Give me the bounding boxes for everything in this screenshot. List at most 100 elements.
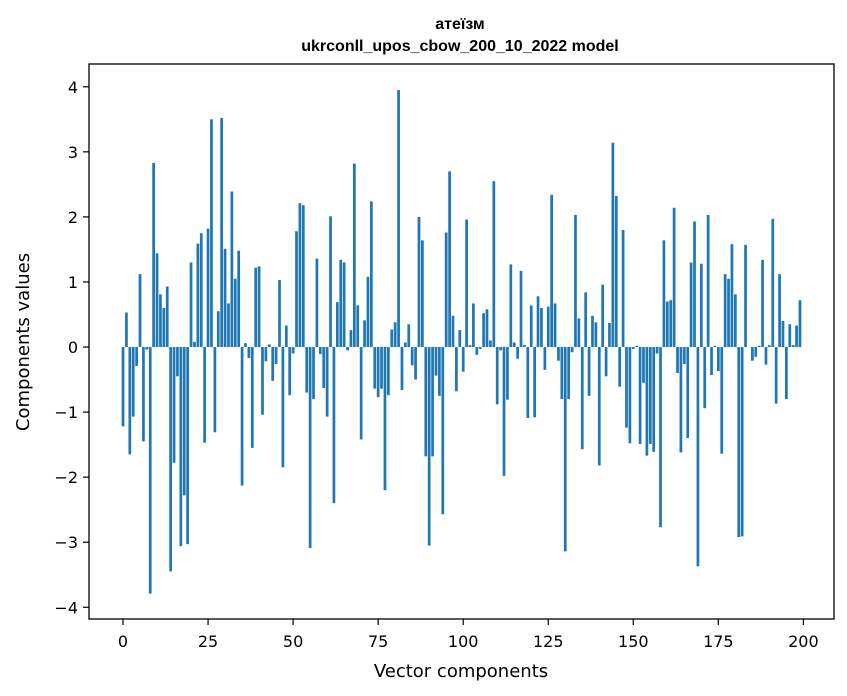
bar (689, 262, 693, 348)
bar (659, 347, 662, 528)
bar (254, 267, 258, 348)
bar (329, 216, 332, 348)
bar (540, 307, 543, 348)
bar (359, 347, 363, 440)
bar (230, 191, 234, 348)
bar (519, 270, 523, 348)
bar (642, 347, 645, 383)
bar (434, 347, 438, 376)
bar (618, 347, 622, 387)
bar (203, 347, 207, 443)
bar (655, 347, 659, 354)
bar (145, 347, 149, 350)
bar (264, 347, 268, 362)
x-tick-label: 175 (703, 632, 734, 651)
bar (754, 347, 758, 357)
bar (621, 229, 625, 348)
bar (295, 231, 298, 348)
bar (257, 266, 261, 348)
bar (737, 347, 741, 538)
bar (744, 244, 747, 348)
bar (533, 347, 536, 418)
bar (768, 345, 771, 348)
bar (220, 118, 224, 348)
bar (342, 262, 346, 348)
bar (761, 259, 764, 348)
bar (591, 315, 594, 348)
y-tick-label: 3 (68, 143, 78, 162)
bar (771, 218, 775, 348)
bar (298, 203, 302, 348)
bar (366, 276, 370, 348)
bar (635, 345, 639, 348)
bar (550, 194, 554, 348)
bar (676, 347, 679, 374)
bar (237, 250, 241, 348)
bar (162, 307, 166, 348)
bar (713, 345, 717, 348)
bar (601, 284, 605, 348)
bar (608, 322, 611, 348)
bar (506, 347, 509, 400)
bar (176, 347, 179, 377)
bar (638, 347, 642, 444)
bar (240, 347, 244, 486)
bar (468, 345, 472, 348)
bar (631, 347, 635, 349)
bar (478, 347, 482, 349)
bar (223, 248, 227, 348)
bar (798, 300, 802, 348)
bar (693, 221, 696, 348)
bar (502, 347, 506, 476)
bar (791, 345, 795, 348)
bar (349, 330, 353, 348)
bar (172, 347, 176, 463)
bar (509, 264, 513, 348)
bar (369, 201, 373, 348)
y-tick-label: 0 (68, 338, 78, 357)
bar (448, 171, 451, 348)
bar (788, 324, 792, 348)
bar (723, 274, 727, 348)
bar (278, 280, 281, 348)
bar (465, 219, 468, 348)
bar (380, 347, 383, 389)
y-tick-label: −2 (54, 468, 78, 487)
bar (774, 347, 778, 404)
bar (271, 347, 275, 381)
bar (526, 347, 530, 418)
bar (672, 207, 676, 348)
bar (543, 347, 547, 370)
bar (628, 347, 632, 444)
bar (733, 294, 737, 348)
bar (427, 347, 431, 546)
bar (757, 345, 761, 348)
bar (625, 347, 628, 428)
bar (557, 347, 560, 361)
bar (614, 196, 618, 348)
bar (131, 347, 135, 417)
bar (662, 240, 666, 348)
bar (390, 329, 394, 348)
bar (312, 347, 315, 400)
bar (291, 347, 295, 354)
bar (682, 347, 686, 364)
bar (580, 347, 584, 450)
bar (417, 216, 421, 348)
chart-title-line2: ukrconll_upos_cbow_200_10_2022 model (301, 38, 618, 55)
bar (720, 347, 724, 454)
bar (461, 347, 465, 372)
bar (597, 347, 601, 466)
bar (210, 119, 213, 348)
bar (492, 181, 496, 348)
bar (414, 347, 417, 380)
bar (489, 340, 492, 348)
bar (288, 347, 292, 396)
x-axis-ticks: 0 25 50 75 100 125 150 175 200 (118, 619, 819, 651)
bar (346, 347, 349, 351)
bar (516, 347, 519, 359)
bar (652, 347, 656, 452)
bar (499, 347, 502, 351)
bar (308, 347, 312, 549)
bar (699, 263, 703, 348)
